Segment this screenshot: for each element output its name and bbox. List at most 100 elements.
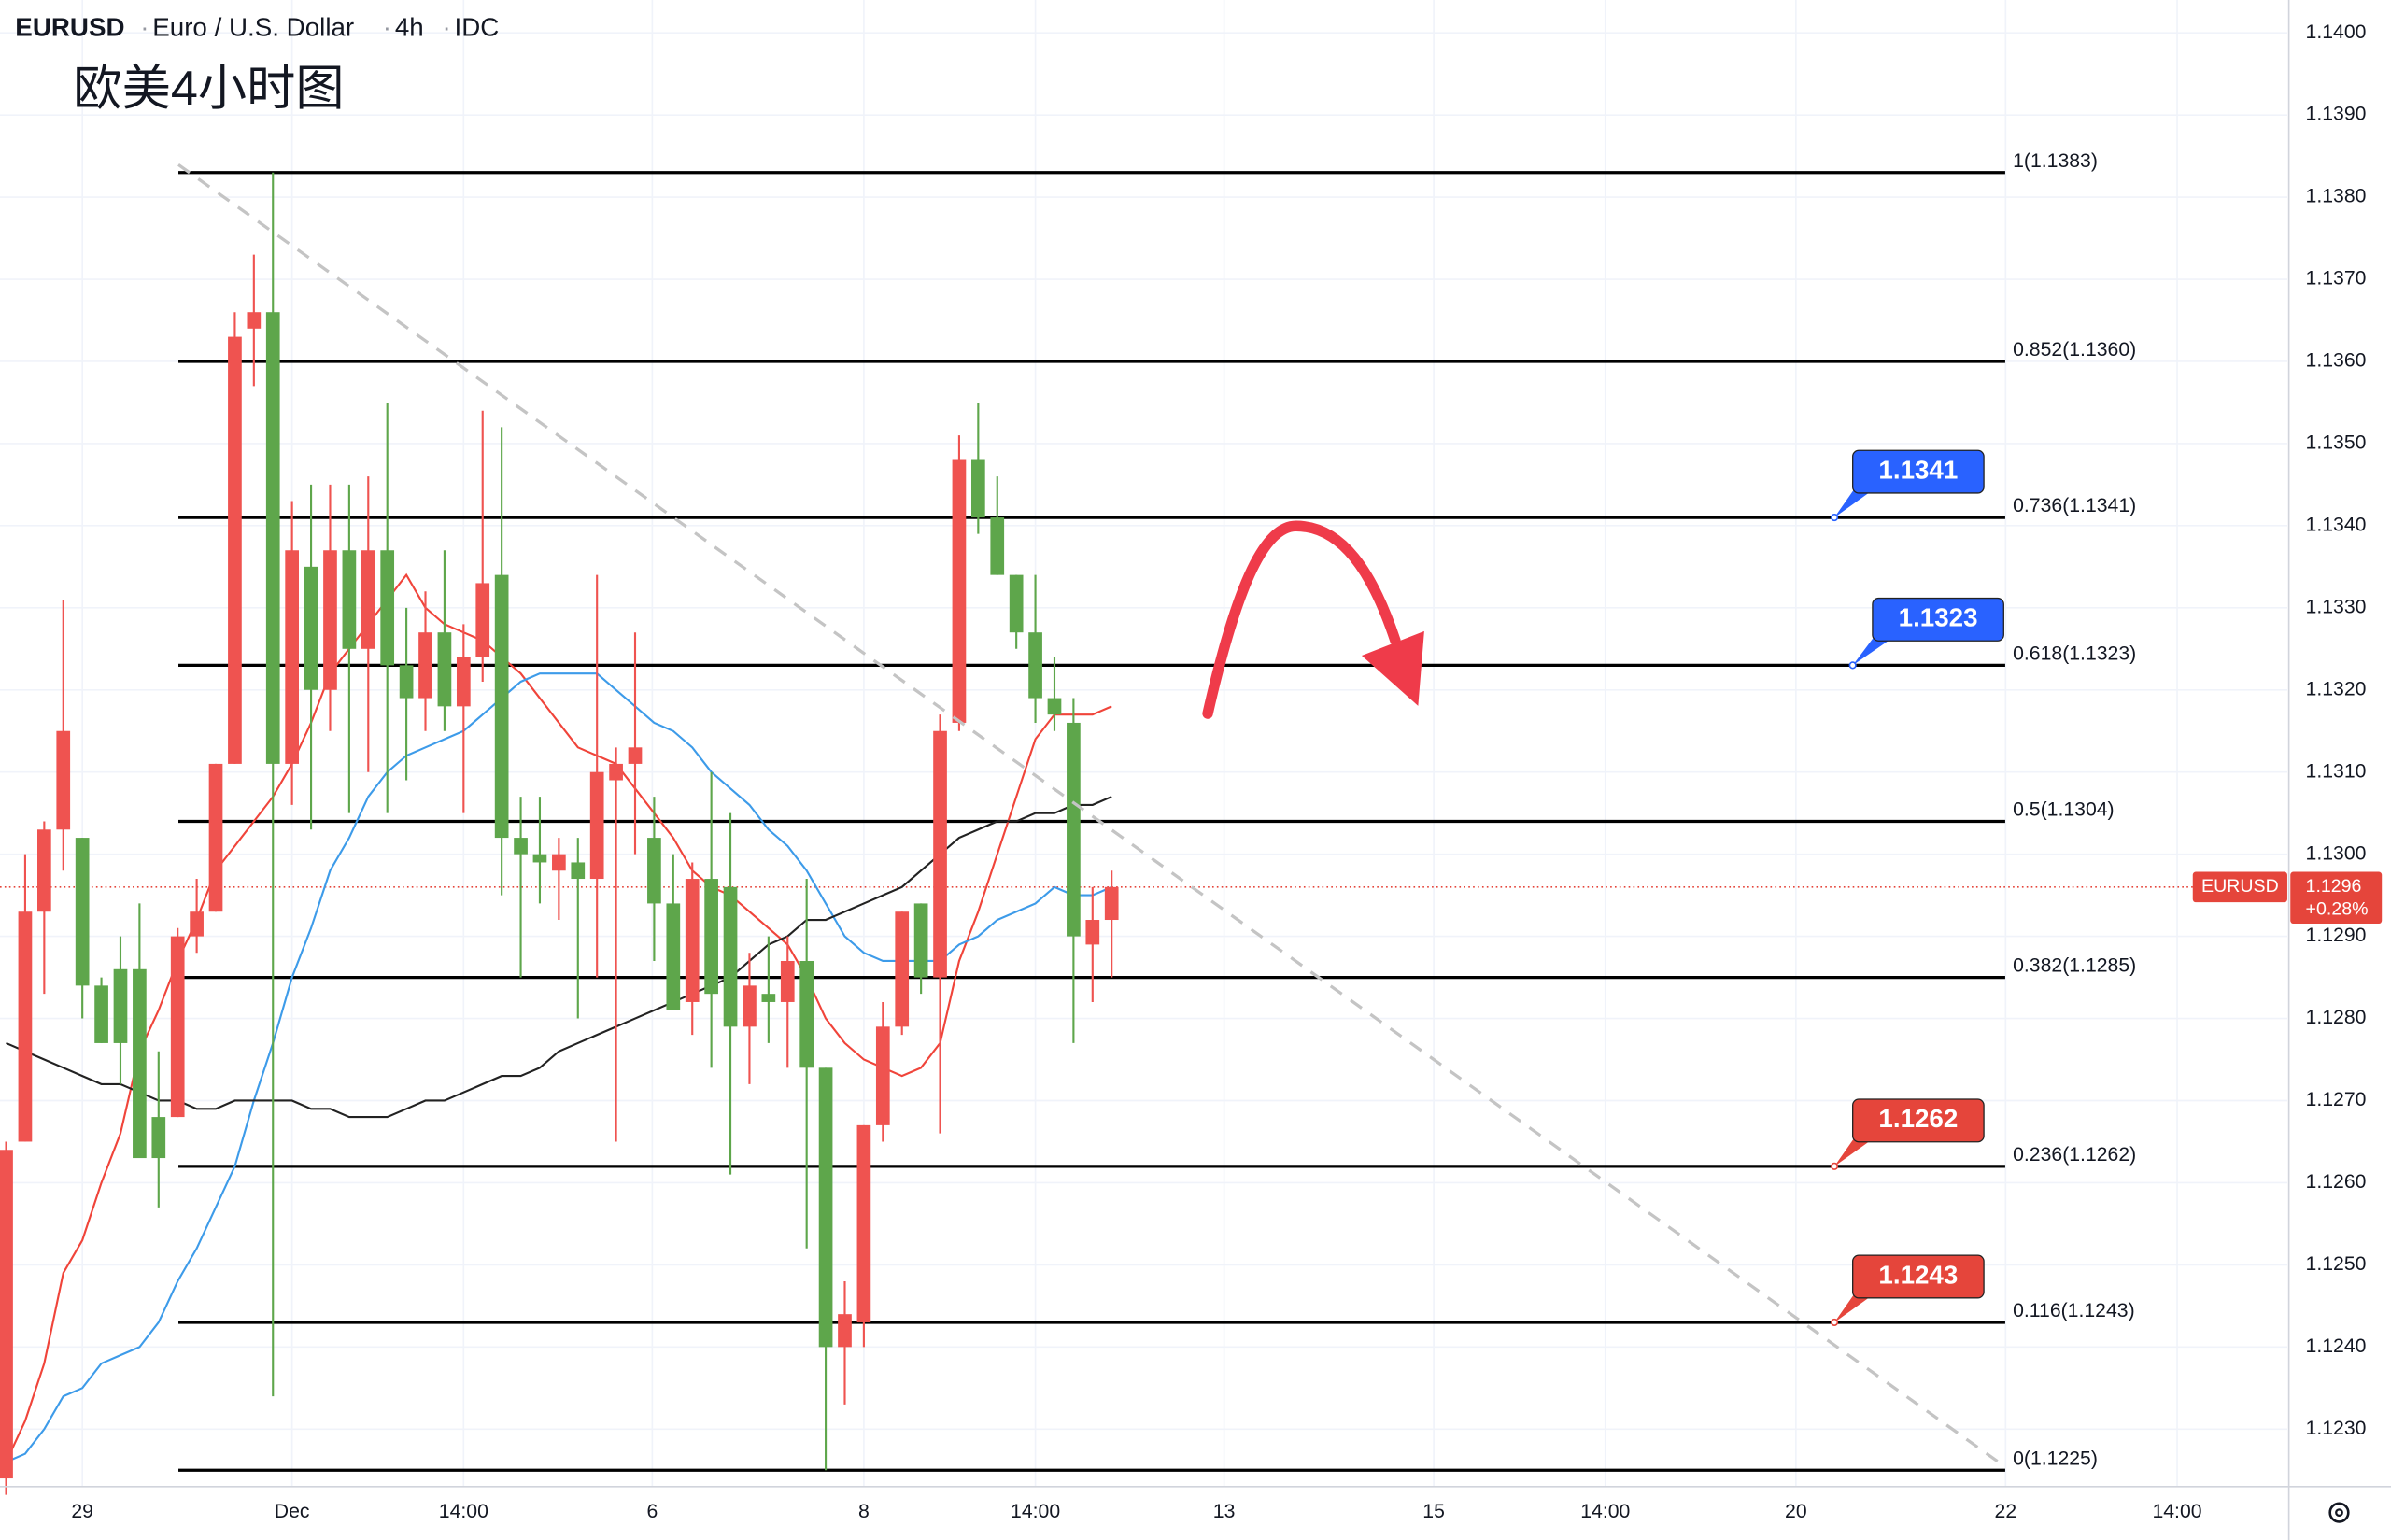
price-tag-anchor [1831,1318,1839,1327]
source: IDC [455,12,500,41]
fib-level-label: 1(1.1383) [2013,150,2098,172]
trend-line [177,163,2006,1468]
y-tick-label: 1.1250 [2306,1253,2367,1275]
description: Euro / U.S. Dollar [152,12,354,41]
price-tag-anchor [1831,1162,1839,1170]
y-tick-label: 1.1230 [2306,1418,2367,1439]
price-tag-pointer [1834,487,1877,518]
fib-level-label: 0.618(1.1323) [2013,643,2136,665]
candle-body [56,730,71,830]
candle-body [475,583,490,657]
candle-body [990,517,1005,575]
last-price-tag [2290,871,2383,925]
candle-body [170,936,185,1118]
change-label: +0.28% [2306,898,2369,919]
y-tick-label: 1.1370 [2306,268,2367,290]
x-tick-label: 22 [1995,1501,2017,1522]
candle-body [1104,886,1119,921]
candle-body [552,854,566,871]
candle-body [895,911,910,1027]
price-tag-label: 1.1341 [1878,455,1958,484]
candle-body [380,550,395,666]
candle-body [856,1124,871,1322]
separator: · [383,12,391,41]
separator: · [442,12,450,41]
candle-body [647,838,661,904]
fib-level-label: 0.382(1.1285) [2013,955,2136,977]
price-tag-anchor [1831,513,1839,522]
candle-body [685,879,700,1002]
y-tick-label: 1.1330 [2306,596,2367,617]
price-tag-label: 1.1243 [1878,1260,1958,1289]
candle-body [1047,698,1062,715]
y-tick-label: 1.1280 [2306,1007,2367,1028]
candle-body [628,747,643,764]
candle-body [1067,722,1081,937]
annotation: 欧美4小时图 [73,62,344,116]
candle-body [1009,574,1024,633]
settings-icon[interactable] [2328,1502,2350,1523]
candle-body [399,665,414,699]
symbol-tag-label: EURUSD [2201,876,2279,897]
fib-level-label: 0.5(1.1304) [2013,799,2115,821]
y-tick-label: 1.1240 [2306,1335,2367,1357]
candle-body [37,829,51,912]
candle-body [589,771,604,880]
y-tick-label: 1.1400 [2306,21,2367,43]
x-tick-label: Dec [275,1501,310,1522]
candle-body [571,862,586,880]
candle-body [247,312,262,329]
interval: 4h [395,12,424,41]
y-tick-label: 1.1320 [2306,678,2367,699]
price-tag-anchor [1848,661,1857,670]
fib-level-label: 0.236(1.1262) [2013,1144,2136,1166]
candle-body [75,838,90,986]
candle-body [494,574,509,839]
x-tick-label: 14:00 [2152,1501,2201,1522]
candle-body [190,911,204,937]
last-price-label: 1.1296 [2306,876,2362,897]
y-tick-label: 1.1310 [2306,760,2367,782]
candle-body [0,1150,13,1479]
symbol-tag [2192,871,2287,903]
candle-body [133,968,147,1159]
settings-gear[interactable] [2328,1502,2350,1523]
x-tick-label: 14:00 [1011,1501,1060,1522]
x-tick-label: 29 [71,1501,93,1522]
candle-body [304,566,318,690]
price-tag [1852,1098,1985,1143]
candle-body [952,459,967,723]
fib-level-label: 0.116(1.1243) [2013,1300,2135,1321]
candle-body [818,1067,833,1348]
candle-body [1085,920,1100,945]
candle-body [342,550,357,649]
fib-level-label: 0(1.1225) [2013,1448,2098,1469]
separator: · [140,12,149,41]
candle-body [913,903,928,978]
x-tick-label: 20 [1785,1501,1807,1522]
candle-body [323,550,337,690]
y-tick-label: 1.1260 [2306,1171,2367,1193]
x-tick-label: 6 [646,1501,658,1522]
candle-body [113,968,128,1043]
price-tag-label: 1.1323 [1899,603,1978,632]
settings-gear-center[interactable] [2335,1508,2343,1518]
candle-body [799,960,814,1068]
y-tick-label: 1.1350 [2306,432,2367,454]
y-tick-label: 1.1300 [2306,842,2367,864]
price-tag [1852,449,1985,494]
candle-body [723,886,738,1027]
candle-body [761,994,776,1002]
candle-body [838,1314,852,1348]
x-tick-label: 14:00 [1580,1501,1630,1522]
candle-body [780,960,795,1002]
candle-body [666,903,681,1010]
forecast-arrow-head [1361,630,1424,706]
candle-body [228,336,242,764]
fib-level-label: 0.736(1.1341) [2013,495,2136,516]
candle-body [151,1117,166,1159]
candle-body [971,459,985,518]
overlay-layer: 1.1400 1.1390 1.1380 1.1370 1.1360 1.1350 1.13… [71,21,2383,1522]
